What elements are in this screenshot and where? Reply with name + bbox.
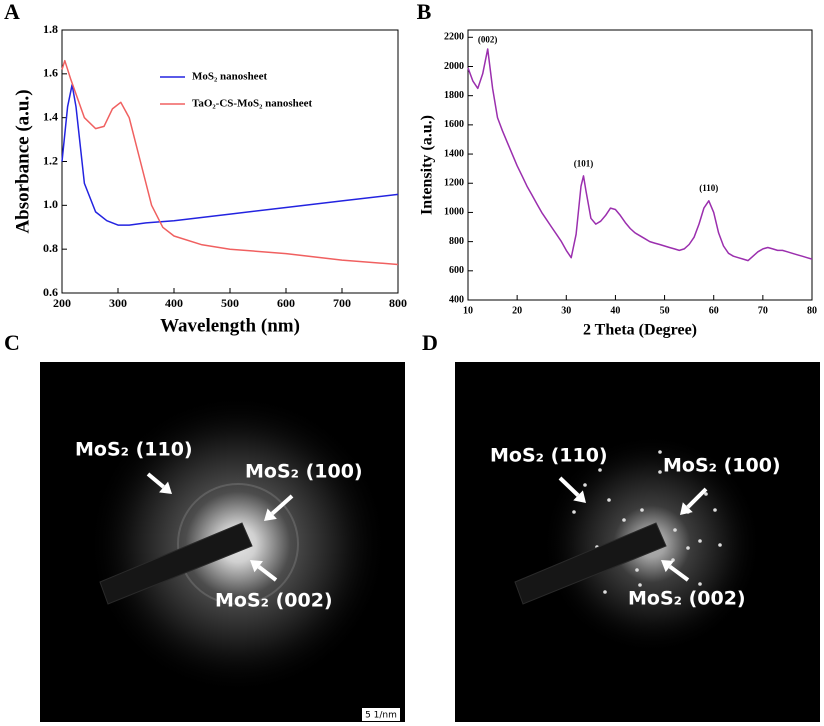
diffraction-spot: [698, 539, 702, 543]
x-axis-label: Wavelength (nm): [160, 315, 300, 336]
scale-bar-label: 5 1/nm: [365, 711, 397, 721]
x-tick-label: 700: [333, 296, 351, 310]
y-tick-label: 1200: [444, 178, 464, 189]
arrow-shaft: [558, 476, 580, 497]
annotation: MoS₂ (110): [75, 439, 193, 461]
scale-bar-box: [362, 708, 400, 721]
diffraction-ring: [177, 483, 299, 605]
arrow-head: [250, 560, 263, 573]
beam-stop: [99, 522, 253, 605]
annotation: MoS₂ (100): [663, 455, 781, 477]
arrow-shaft: [257, 565, 278, 582]
peak-label: (110): [699, 183, 718, 193]
legend-label: MoS₂ nanosheet: [192, 71, 267, 83]
diffraction-spot: [583, 483, 587, 487]
diffraction-spot: [622, 518, 626, 522]
legend-label: TaO₂-CS-MoS₂ nanosheet: [192, 98, 313, 110]
y-tick-label: 1000: [444, 207, 464, 218]
annotation: MoS₂ (002): [215, 590, 333, 612]
diffraction-spot: [686, 546, 690, 550]
x-tick-label: 400: [165, 296, 183, 310]
annotation: MoS₂ (100): [245, 461, 363, 483]
x-tick-label: 300: [109, 296, 127, 310]
peak-label: (101): [574, 158, 594, 168]
y-tick-label: 1.4: [43, 109, 58, 123]
diffraction-spot: [598, 468, 602, 472]
y-tick-label: 0.8: [43, 241, 58, 255]
arrow-shaft: [270, 494, 294, 516]
x-tick-label: 50: [660, 305, 670, 316]
data-line: [61, 84, 399, 226]
x-tick-label: 60: [709, 305, 719, 316]
x-tick-label: 10: [463, 305, 473, 316]
y-tick-label: 1.6: [43, 66, 58, 80]
x-tick-label: 80: [807, 305, 817, 316]
x-tick-label: 40: [610, 305, 620, 316]
diffraction-spot: [704, 492, 708, 496]
panel-label: D: [422, 330, 438, 355]
peak-label: (002): [478, 34, 498, 44]
y-tick-label: 1800: [444, 90, 464, 101]
arrow-head: [573, 490, 586, 503]
diffraction-spot: [607, 498, 611, 502]
diffraction-spot: [658, 470, 662, 474]
diffraction-spot: [658, 450, 662, 454]
plot-frame: [61, 29, 399, 294]
diffraction-spot: [718, 543, 722, 547]
arrow-head: [264, 508, 277, 521]
y-axis-label: Intensity (a.u.): [419, 115, 436, 215]
x-axis-label: 2 Theta (Degree): [583, 322, 697, 339]
data-line: [467, 48, 813, 262]
y-tick-label: 1600: [444, 119, 464, 130]
annotation: MoS₂ (002): [628, 588, 746, 610]
diffraction-spot: [603, 590, 607, 594]
x-tick-label: 600: [277, 296, 295, 310]
annotation: MoS₂ (110): [490, 445, 608, 467]
y-tick-label: 600: [449, 265, 464, 276]
diffraction-spot: [698, 582, 702, 586]
plot-frame: [467, 29, 813, 301]
x-tick-label: 800: [389, 296, 407, 310]
beam-stop: [514, 522, 667, 605]
diffraction-spot: [638, 583, 642, 587]
diffraction-spot: [640, 508, 644, 512]
y-tick-label: 1.0: [43, 197, 58, 211]
arrow-head: [661, 560, 675, 573]
y-tick-label: 2200: [444, 32, 464, 43]
x-tick-label: 20: [512, 305, 522, 316]
y-tick-label: 1.2: [43, 153, 58, 167]
y-axis-label: Absorbance (a.u.): [12, 89, 33, 233]
diffraction-spot: [572, 510, 576, 514]
y-tick-label: 0.6: [43, 285, 58, 299]
y-tick-label: 400: [449, 294, 464, 305]
panel-label: C: [4, 330, 20, 355]
data-line: [61, 59, 399, 266]
x-tick-label: 500: [221, 296, 239, 310]
panel-label: B: [417, 0, 432, 24]
x-tick-label: 200: [53, 296, 71, 310]
arrow-head: [680, 502, 693, 515]
arrow-shaft: [668, 564, 690, 582]
x-tick-label: 70: [758, 305, 768, 316]
diffraction-spot: [635, 568, 639, 572]
panel-label: A: [4, 0, 20, 24]
diffraction-spot: [673, 528, 677, 532]
y-tick-label: 2000: [444, 61, 464, 72]
diffraction-spot: [713, 508, 717, 512]
x-tick-label: 30: [561, 305, 571, 316]
arrow-shaft: [146, 472, 165, 489]
y-tick-label: 800: [449, 236, 464, 247]
y-tick-label: 1.8: [43, 22, 58, 36]
arrow-head: [159, 481, 172, 494]
y-tick-label: 1400: [444, 148, 464, 159]
arrow-shaft: [686, 487, 708, 509]
